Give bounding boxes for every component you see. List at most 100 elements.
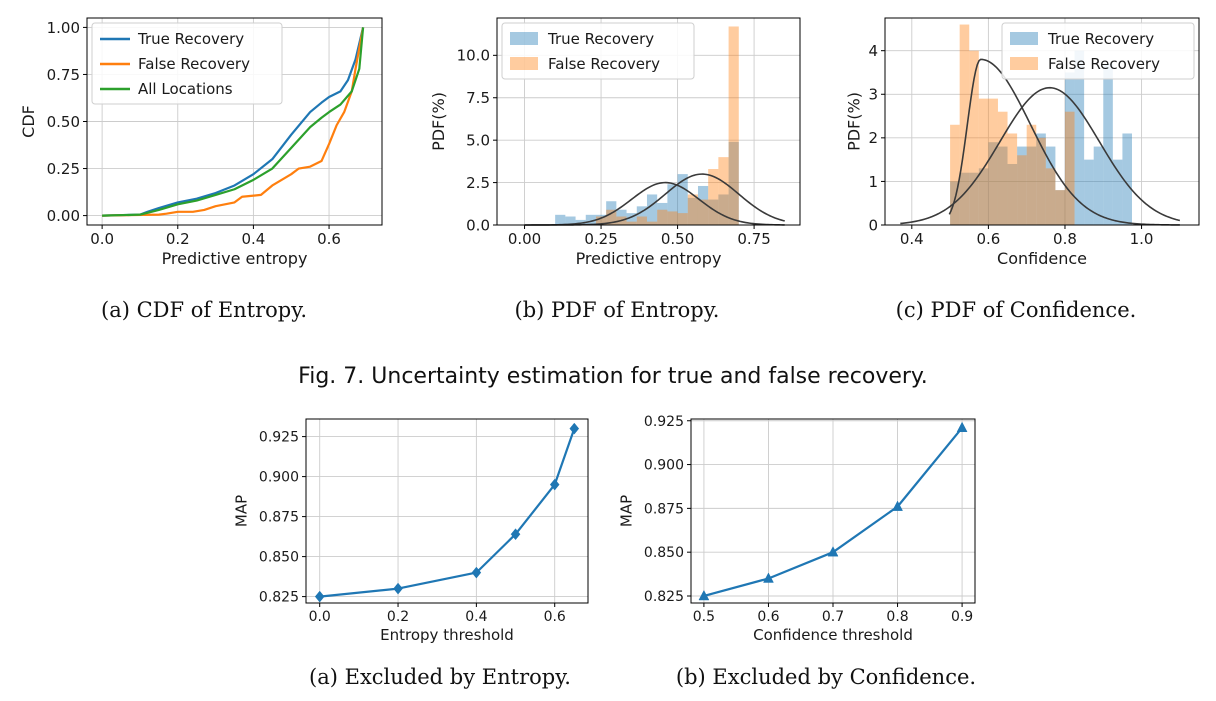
charts-layer: 0.0 0.2 0.4 0.60.000.250.500.751.00Predicti… xyxy=(19,17,1200,644)
map_entropy_threshold-grid xyxy=(306,419,588,603)
histogram-bar xyxy=(988,142,998,225)
y-tick-label: 1 xyxy=(868,173,878,191)
histogram-bar xyxy=(1093,146,1104,225)
x-tick-label: 0.4 xyxy=(241,230,265,248)
subcaption-cdf-entropy: (a) CDF of Entropy. xyxy=(101,298,307,322)
histogram-bar xyxy=(997,146,1008,225)
data-point xyxy=(549,478,560,491)
x-tick-label: 0.5 xyxy=(693,609,715,625)
legend-swatch-1 xyxy=(510,57,538,70)
pdf_confidence-ticks: 0.4 0.6 0.8 1.0 0 1 2 3 4 xyxy=(868,42,1153,248)
x-tick-label: 0.6 xyxy=(757,609,779,625)
histogram-bar xyxy=(1045,168,1056,225)
y-tick-label: 0.850 xyxy=(259,550,299,566)
y-tick-label: 10.0 xyxy=(457,47,490,65)
y-tick-label: 2 xyxy=(868,129,878,147)
map_confidence_threshold-ylabel: MAP xyxy=(618,495,636,527)
histogram-bar xyxy=(616,209,627,225)
legend-box xyxy=(91,22,283,105)
pdf_confidence-frame xyxy=(884,17,1200,226)
data-point xyxy=(393,582,403,595)
series-1 xyxy=(950,24,1075,226)
y-tick-label: 2.5 xyxy=(466,174,490,192)
pdf_entropy-xlabel: Predictive entropy xyxy=(576,249,722,268)
x-tick-label: 0.6 xyxy=(544,609,566,625)
legend-swatch-0 xyxy=(510,32,538,45)
histogram-bar xyxy=(1064,72,1075,225)
y-tick-label: 0.875 xyxy=(259,510,299,526)
y-tick-label: 5.0 xyxy=(466,132,490,150)
data-point xyxy=(510,528,521,541)
data-point xyxy=(569,422,580,435)
histogram-bar xyxy=(1055,190,1065,225)
histogram-bar xyxy=(595,214,607,225)
histogram-bar xyxy=(667,211,678,225)
histogram-bar xyxy=(1103,63,1113,225)
histogram-bar xyxy=(657,209,668,225)
histogram-bar xyxy=(978,98,989,225)
y-tick-label: 0.875 xyxy=(644,501,684,517)
fit-curve-1 xyxy=(900,86,1181,225)
histogram-bar xyxy=(1017,146,1027,225)
y-tick-label: 3 xyxy=(868,86,878,104)
x-tick-label: 0.8 xyxy=(1053,230,1077,248)
x-tick-label: 0.2 xyxy=(387,609,409,625)
cdf_entropy-ticks: 0.0 0.2 0.4 0.6 0.00 0.25 0.50 0.75 1.00 xyxy=(47,19,341,248)
x-tick-label: 0.0 xyxy=(90,230,114,248)
y-tick-label: 0 xyxy=(868,216,878,234)
histogram-bar xyxy=(626,221,637,225)
fit-curve-0 xyxy=(948,58,1180,226)
y-tick-label: 0.00 xyxy=(47,207,80,225)
x-tick-label: 0.6 xyxy=(976,230,1000,248)
histogram-bar xyxy=(667,184,678,225)
map_confidence_threshold-xlabel: Confidence threshold xyxy=(753,626,913,644)
map_confidence_threshold-frame xyxy=(690,418,976,604)
data-point xyxy=(698,589,710,601)
legend-box xyxy=(1001,22,1195,80)
histogram-bar xyxy=(1112,159,1123,225)
y-tick-label: 0.75 xyxy=(47,66,80,84)
map_entropy_threshold-ylabel: MAP xyxy=(233,495,251,527)
figure7-caption: Fig. 7. Uncertainty estimation for true … xyxy=(298,364,928,389)
y-tick-label: 0.925 xyxy=(644,414,684,430)
histogram-bar xyxy=(959,24,970,226)
y-tick-label: 0.850 xyxy=(644,545,684,561)
pdf_entropy-ylabel: PDF(%) xyxy=(429,92,448,151)
map_confidence_threshold-ticks: 0.5 0.6 0.7 0.8 0.9 0.825 0.850 0.875 0.900 0.925 xyxy=(644,414,973,625)
chart-pdf_entropy: 0.00 0.25 0.50 0.75 0.0 2.5 5.0 7.5 10.0 Predicti… xyxy=(429,17,801,268)
data-point xyxy=(763,572,774,583)
histogram-bar xyxy=(1007,133,1018,225)
histogram-bar xyxy=(585,214,596,225)
histogram-bar xyxy=(555,214,566,225)
map_entropy_threshold-xlabel: Entropy threshold xyxy=(380,626,514,644)
histogram-bar xyxy=(1064,111,1075,225)
x-tick-label: 0.6 xyxy=(317,230,341,248)
histogram-bar xyxy=(708,199,719,225)
histogram-bar xyxy=(646,194,658,225)
histogram-bar xyxy=(950,124,960,225)
y-tick-label: 0.900 xyxy=(644,458,684,474)
chart-map_entropy_threshold: 0.0 0.2 0.4 0.6 0.825 0.850 0.875 0.900 0.925 Ent… xyxy=(233,418,589,644)
data-point xyxy=(892,500,903,511)
y-tick-label: 1.00 xyxy=(47,19,80,37)
histogram-bar xyxy=(677,213,688,225)
histogram-bar xyxy=(969,50,979,226)
legend-box xyxy=(501,22,695,80)
pdf_entropy-ticks: 0.00 0.25 0.50 0.75 0.0 2.5 5.0 7.5 10.0 xyxy=(457,47,771,248)
subcaption-pdf-entropy: (b) PDF of Entropy. xyxy=(515,298,720,322)
histogram-bar xyxy=(606,209,617,225)
histogram-bar xyxy=(595,216,607,225)
legend-swatch-0 xyxy=(1010,32,1038,45)
histogram-bar xyxy=(1036,137,1046,225)
chart-cdf_entropy: 0.0 0.2 0.4 0.6 0.00 0.25 0.50 0.75 1.00 Predicti… xyxy=(19,17,383,268)
histogram-bar xyxy=(636,206,647,225)
map_entropy_threshold-ticks: 0.0 0.2 0.4 0.6 0.825 0.850 0.875 0.900 0.925 xyxy=(259,430,566,625)
histogram-bar xyxy=(1026,124,1037,225)
legend-label-1: False Recovery xyxy=(1048,55,1160,73)
y-tick-label: 0.900 xyxy=(259,470,299,486)
histogram-bar xyxy=(1036,133,1046,225)
histogram-bar xyxy=(565,216,576,225)
pdf_confidence-xlabel: Confidence xyxy=(997,249,1087,268)
chart-map_confidence_threshold: 0.5 0.6 0.7 0.8 0.9 0.825 0.850 0.875 0.900 0.925… xyxy=(618,414,976,644)
